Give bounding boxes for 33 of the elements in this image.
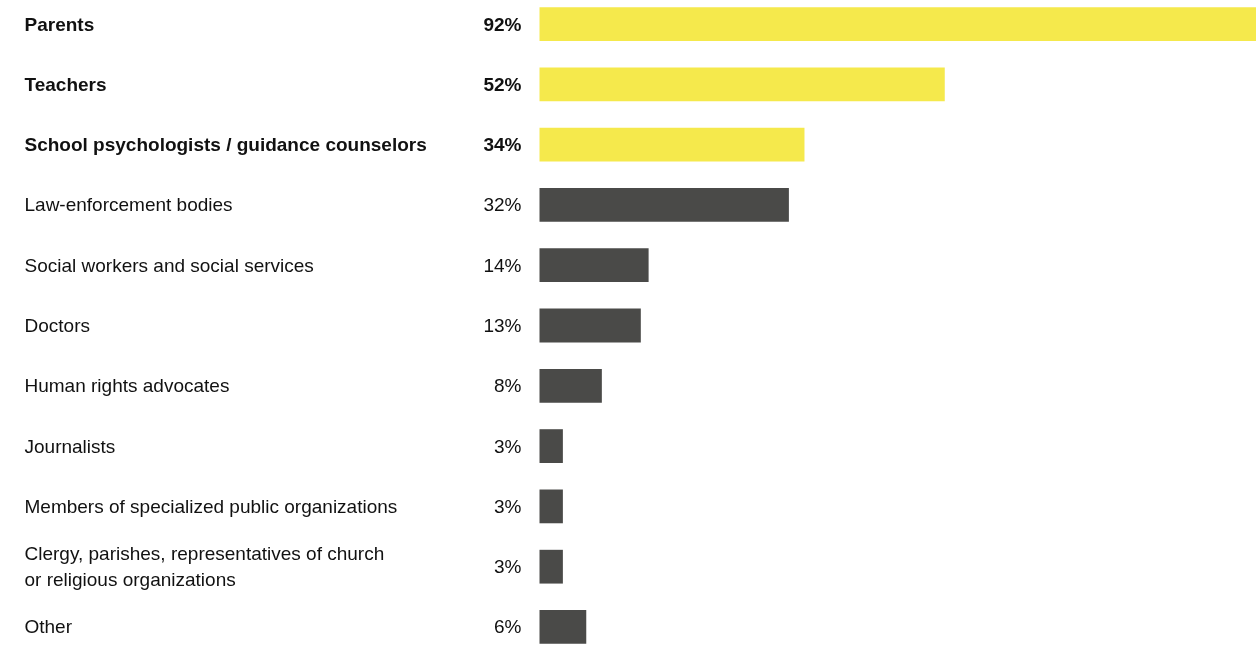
bar bbox=[539, 368, 602, 403]
data-label: 6% bbox=[494, 616, 522, 638]
y-tick-label: Other bbox=[24, 616, 73, 638]
bar bbox=[539, 127, 805, 162]
bar bbox=[539, 188, 789, 222]
bar bbox=[539, 489, 563, 524]
bar bbox=[539, 610, 587, 644]
y-tick-label: Human rights advocates bbox=[24, 375, 230, 397]
bar bbox=[539, 7, 1256, 41]
bar bbox=[539, 67, 945, 102]
y-tick-label: Law-enforcement bodies bbox=[24, 194, 233, 216]
data-label: 3% bbox=[494, 556, 522, 578]
bar bbox=[539, 248, 649, 283]
data-label: 3% bbox=[494, 435, 522, 457]
data-label: 13% bbox=[483, 315, 522, 336]
data-label: 92% bbox=[483, 13, 522, 35]
y-tick-label: Clergy, parishes, representatives of church or religious organizations bbox=[24, 543, 385, 591]
data-label: 32% bbox=[483, 194, 522, 216]
y-tick-label: School psychologists / guidance counselors bbox=[24, 134, 427, 156]
data-label: 52% bbox=[483, 73, 522, 95]
data-label: 14% bbox=[483, 254, 522, 276]
y-tick-label: Parents bbox=[24, 13, 95, 35]
y-tick-label: Journalists bbox=[24, 435, 116, 457]
bar bbox=[539, 549, 563, 584]
y-tick-label: Doctors bbox=[24, 315, 90, 336]
y-tick-label: Social workers and social services bbox=[24, 254, 314, 276]
y-tick-label: Teachers bbox=[24, 73, 107, 95]
bar bbox=[539, 429, 563, 463]
bar bbox=[539, 308, 641, 343]
data-label: 3% bbox=[494, 495, 522, 517]
y-tick-label: Members of specialized public organizations bbox=[24, 495, 398, 517]
data-label: 8% bbox=[494, 375, 522, 397]
data-label: 34% bbox=[483, 134, 522, 156]
